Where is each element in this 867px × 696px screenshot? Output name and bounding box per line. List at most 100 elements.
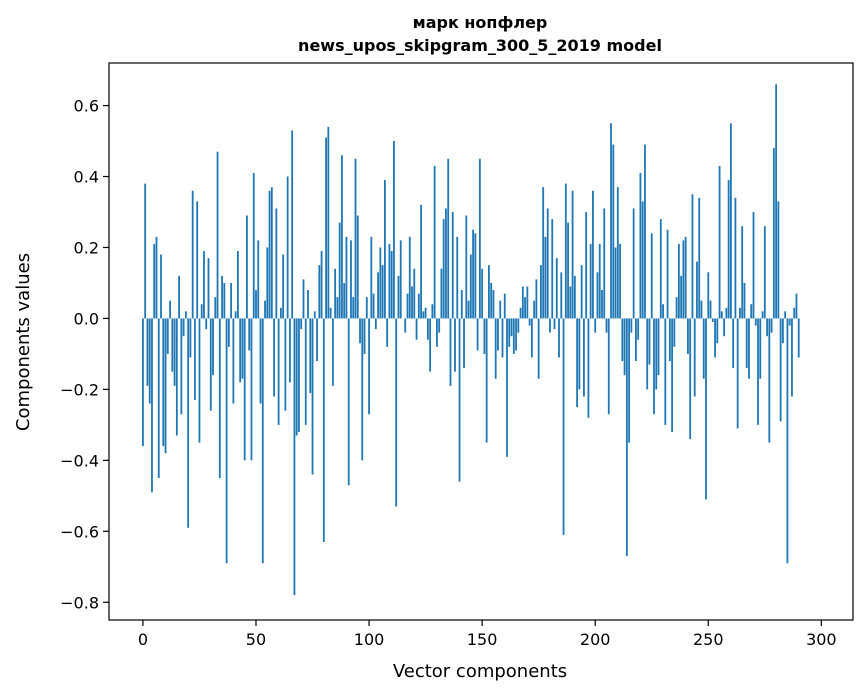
bar-275 (763, 226, 766, 319)
bar-112 (395, 318, 398, 507)
bar-4 (151, 318, 153, 493)
bar-134 (445, 208, 447, 319)
bar-256 (720, 311, 723, 319)
bar-162 (508, 318, 511, 347)
bar-229 (659, 219, 662, 319)
bar-136 (449, 318, 452, 386)
bar-140 (458, 318, 461, 482)
bar-29 (207, 258, 210, 319)
bar-222 (644, 144, 646, 319)
bar-95 (356, 215, 359, 319)
x-tick-label: 0 (138, 630, 148, 649)
bar-241 (687, 318, 689, 354)
bar-230 (662, 304, 664, 319)
bar-111 (393, 141, 395, 319)
bar-45 (243, 318, 246, 461)
bar-32 (214, 297, 217, 319)
bar-169 (524, 297, 526, 319)
bar-267 (745, 318, 748, 369)
bar-119 (411, 286, 413, 319)
bar-8 (160, 254, 162, 319)
bar-52 (259, 318, 262, 404)
bar-5 (153, 243, 156, 319)
bar-228 (657, 318, 660, 376)
bar-9 (162, 318, 165, 447)
bar-152 (485, 318, 488, 443)
bar-194 (580, 265, 583, 319)
bar-144 (467, 300, 470, 319)
bar-153 (488, 265, 490, 319)
bar-285 (786, 318, 789, 564)
bar-251 (709, 300, 712, 319)
bar-67 (293, 318, 296, 596)
bar-6 (155, 236, 158, 319)
bar-37 (225, 318, 228, 564)
chart-title-line-2: news_upos_skipgram_300_5_2019 model (298, 36, 662, 55)
bar-283 (781, 318, 784, 344)
bar-73 (307, 290, 309, 319)
bar-26 (200, 304, 203, 319)
bar-186 (562, 318, 565, 535)
bar-282 (779, 318, 782, 422)
bar-197 (587, 318, 590, 418)
bar-21 (189, 318, 192, 358)
x-axis-label: Vector components (393, 661, 567, 682)
x-tick-label: 100 (354, 630, 385, 649)
bar-106 (381, 265, 384, 319)
bar-148 (476, 318, 479, 351)
bar-149 (478, 158, 481, 319)
bar-16 (178, 275, 181, 319)
bar-108 (386, 318, 389, 347)
bar-114 (399, 240, 402, 319)
bar-160 (503, 293, 506, 319)
bar-7 (157, 318, 160, 479)
y-tick-label: −0.6 (60, 522, 99, 541)
bar-131 (438, 318, 441, 333)
y-tick-label: −0.2 (60, 380, 99, 399)
bar-236 (675, 297, 678, 319)
bar-199 (592, 190, 594, 319)
bar-48 (250, 318, 253, 461)
bar-107 (383, 180, 386, 319)
bar-96 (359, 318, 361, 344)
bar-92 (350, 240, 352, 319)
bar-172 (530, 318, 533, 358)
bar-137 (451, 212, 454, 319)
bar-124 (422, 311, 425, 319)
y-tick-label: 0.4 (74, 168, 99, 187)
bar-79 (320, 251, 323, 319)
bar-188 (567, 222, 569, 319)
bar-22 (191, 190, 194, 319)
x-tick-label: 250 (693, 630, 724, 649)
bar-231 (664, 318, 667, 425)
bar-27 (203, 251, 205, 319)
bar-151 (483, 318, 486, 354)
bar-138 (454, 318, 456, 372)
bar-158 (499, 300, 502, 319)
bar-269 (750, 304, 753, 319)
x-tick-label: 200 (580, 630, 611, 649)
bar-74 (309, 318, 312, 393)
bar-129 (433, 165, 436, 319)
bar-200 (594, 318, 597, 333)
bar-220 (639, 172, 642, 319)
bar-170 (526, 286, 529, 319)
bar-253 (714, 318, 716, 358)
bar-265 (741, 226, 744, 319)
bar-264 (739, 307, 741, 319)
bar-18 (182, 318, 185, 337)
bar-93 (352, 297, 355, 319)
bar-258 (725, 307, 728, 319)
bar-99 (365, 297, 368, 319)
bar-100 (368, 318, 370, 415)
bar-77 (316, 318, 318, 362)
bar-1 (144, 183, 147, 319)
bar-20 (187, 318, 190, 528)
bar-175 (537, 318, 540, 379)
bar-219 (637, 318, 640, 340)
bar-61 (279, 307, 282, 319)
bar-60 (277, 318, 280, 425)
